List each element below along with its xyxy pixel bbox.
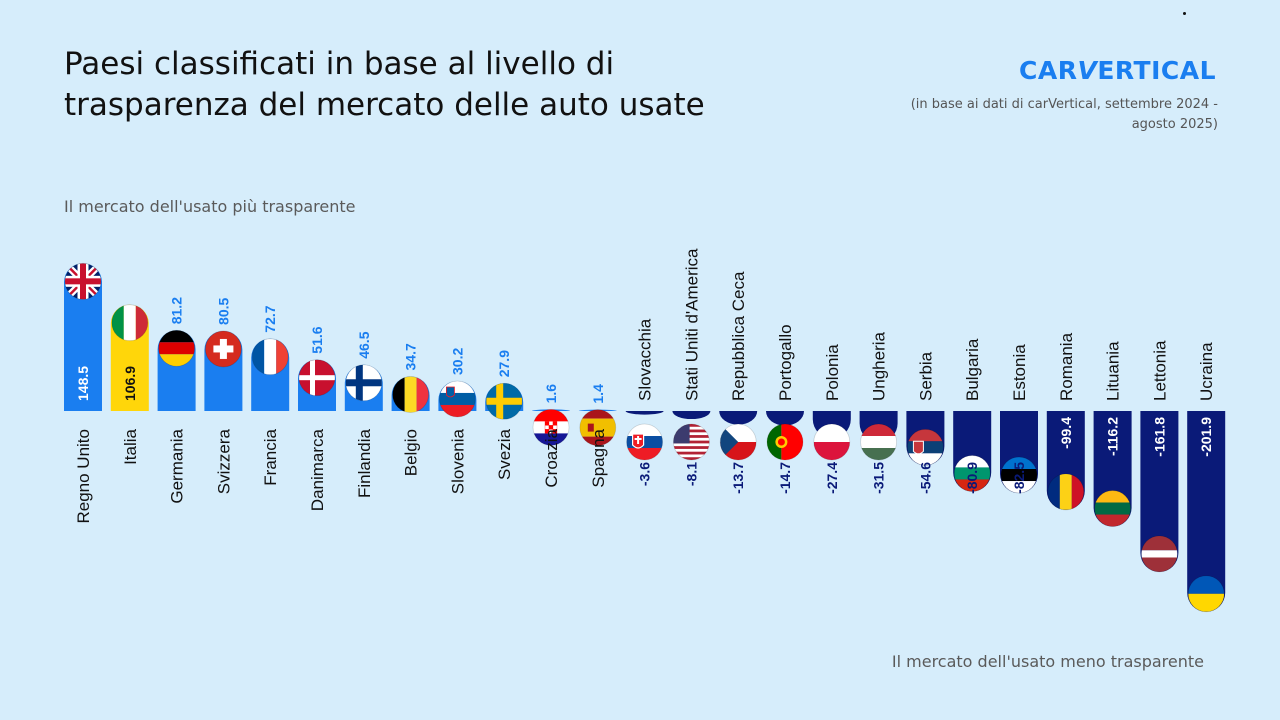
value-label: 72.7 [262,305,278,332]
value-label: 27.9 [496,350,512,377]
flag-italy-icon [111,304,149,342]
category-label: Svizzera [214,428,233,494]
value-label: 46.5 [356,331,372,358]
bar-14 [672,411,711,420]
bar-25 [1187,411,1226,612]
value-label: -80.9 [964,462,980,494]
flag-germany-icon [158,329,196,367]
flag-switzerland-icon [204,330,242,368]
flag-finland-icon [345,364,383,402]
value-label: -13.7 [730,462,746,494]
flag-france-icon [251,338,289,376]
category-label: Estonia [1010,344,1029,401]
bar-15 [719,411,758,425]
flag-denmark-icon [298,359,336,397]
value-label: 106.9 [122,366,138,401]
category-label: Lituania [1104,341,1123,401]
flag-czechia-icon [719,423,757,461]
category-label: Polonia [823,344,842,401]
value-label: -201.9 [1198,417,1214,457]
category-label: Portogallo [776,324,795,401]
flag-slovakia-icon [626,423,663,461]
category-label: Finlandia [355,428,374,498]
category-label: Belgio [402,429,421,476]
value-label: -161.8 [1151,417,1167,457]
bottom-annotation: Il mercato dell'usato meno trasparente [891,652,1204,671]
flag-slovenia-icon [438,380,476,418]
category-label: Francia [261,428,280,485]
flag-uk-icon [64,262,102,300]
value-label: -99.4 [1058,417,1074,449]
flag-hungary-icon [860,423,897,461]
category-label: Serbia [916,351,935,401]
value-label: 30.2 [449,348,465,375]
value-label: -27.4 [824,462,840,494]
value-label: -116.2 [1105,417,1121,456]
flag-lithuania-icon [1094,490,1131,527]
category-label: Romania [1057,332,1076,401]
bar-1 [64,263,102,411]
category-label: Slovenia [448,428,467,494]
bar-24 [1140,411,1179,572]
value-label: 34.7 [403,343,419,370]
value-label: 81.2 [169,297,185,324]
category-label: Stati Uniti d'America [682,248,701,401]
category-label: Croazia [542,428,561,487]
flag-poland-icon [813,423,851,461]
bar-13 [625,411,664,415]
category-label: Germania [168,428,187,503]
value-label: 1.4 [590,384,606,404]
flag-spain-icon [579,409,617,447]
value-label: 80.5 [215,297,231,324]
value-label: 1.6 [543,384,559,404]
value-label: -8.1 [683,462,699,486]
value-label: -14.7 [777,462,793,494]
value-label: 51.6 [309,326,325,353]
category-label: Regno Unito [74,429,93,524]
category-label: Bulgaria [963,338,982,401]
category-label: Spagna [589,428,608,487]
flag-estonia-icon [1000,456,1038,494]
category-label: Danimarca [308,428,327,511]
category-label: Ungheria [870,331,889,401]
category-label: Repubblica Ceca [729,271,748,401]
category-label: Lettonia [1150,340,1169,401]
flag-ukraine-icon [1187,575,1225,613]
category-label: Ucraina [1197,342,1216,401]
decorative-dot [1183,12,1186,15]
flag-bulgaria-icon [953,455,991,492]
flag-romania-icon [1047,473,1085,511]
value-label: -54.6 [917,462,933,494]
value-label: -82.5 [1011,462,1027,494]
value-label: -3.6 [637,462,653,486]
flag-belgium-icon [392,376,430,413]
flag-portugal-icon [766,423,804,461]
flag-latvia-icon [1141,535,1178,573]
top-annotation: Il mercato dell'usato più trasparente [64,197,356,216]
value-label: 148.5 [75,366,91,401]
value-label: -31.5 [871,462,887,494]
flag-usa-icon [673,423,710,461]
bar-16 [766,411,804,426]
flag-croatia-icon [532,409,570,446]
flag-sweden-icon [485,382,523,420]
category-label: Svezia [495,428,514,480]
category-label: Slovacchia [636,318,655,401]
category-label: Italia [121,428,140,464]
carvertical-logo: CARVERTICAL [1019,56,1216,85]
source-note: (in base ai dati di carVertical, settemb… [910,97,1218,132]
chart-title: Paesi classificati in base al livello di… [64,46,705,123]
flag-serbia-icon [907,428,944,466]
